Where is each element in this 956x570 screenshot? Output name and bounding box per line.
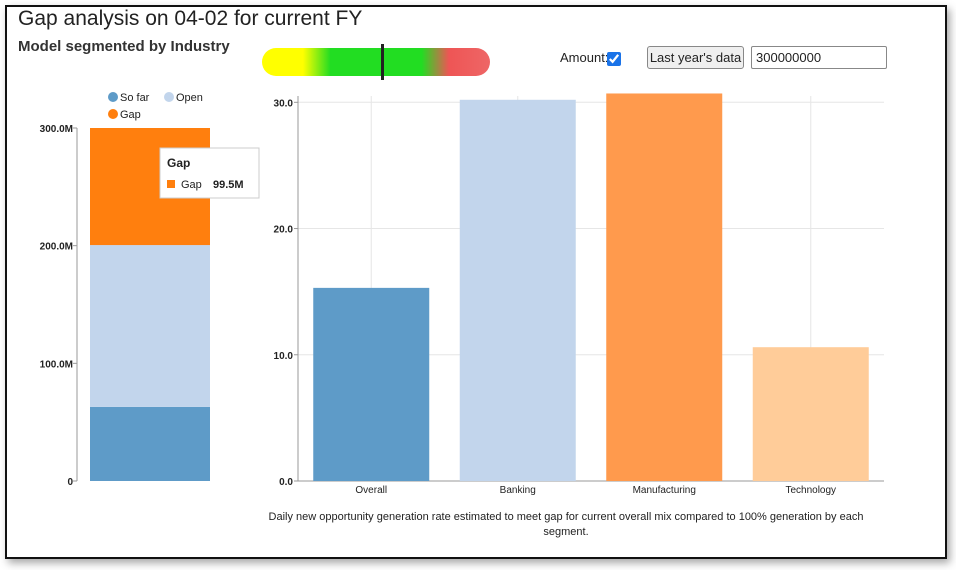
- tooltip-box: [159, 147, 260, 199]
- x-tick-label: Banking: [500, 485, 536, 496]
- tooltip-swatch: [167, 180, 175, 188]
- last-year-data-button[interactable]: Last year's data: [647, 46, 744, 69]
- legend-marker: [108, 109, 118, 119]
- gauge-indicator: [381, 44, 385, 80]
- bar-technology: [752, 347, 869, 481]
- y-tick-label: 20.0: [274, 225, 294, 236]
- stacked-bar-segment-open: [90, 245, 210, 407]
- legend-label: Open: [176, 92, 203, 104]
- legend-marker: [108, 92, 118, 102]
- bar-manufacturing: [606, 93, 723, 482]
- x-tick-label: Manufacturing: [633, 485, 696, 496]
- amount-checkbox[interactable]: [607, 52, 621, 66]
- chart-caption: Daily new opportunity generation rate es…: [268, 511, 864, 538]
- gap-gauge: [262, 44, 490, 80]
- y-tick-label: 200.0M: [40, 242, 73, 253]
- y-tick-label: 30.0: [274, 98, 294, 109]
- tooltip-title: Gap: [167, 156, 190, 170]
- y-tick-label: 300.0M: [40, 124, 73, 135]
- y-tick-label: 0: [67, 477, 73, 488]
- stacked-bar-segment-so-far: [90, 406, 210, 481]
- y-tick-label: 100.0M: [40, 359, 73, 370]
- legend-label: Gap: [120, 109, 141, 121]
- legend-label: So far: [120, 92, 150, 104]
- bar-overall: [313, 287, 430, 481]
- y-tick-label: 0.0: [279, 477, 293, 488]
- tooltip-value: 99.5M: [213, 179, 244, 191]
- page-subtitle: Model segmented by Industry: [18, 38, 230, 55]
- bar-banking: [459, 99, 576, 481]
- y-tick-label: 10.0: [274, 351, 294, 362]
- x-tick-label: Overall: [355, 485, 387, 496]
- amount-input[interactable]: [751, 46, 887, 69]
- legend-marker: [164, 92, 174, 102]
- tooltip-series: Gap: [181, 179, 202, 191]
- x-tick-label: Technology: [785, 485, 836, 496]
- amount-label: Amount:: [560, 50, 609, 65]
- page-title: Gap analysis on 04-02 for current FY: [18, 7, 363, 30]
